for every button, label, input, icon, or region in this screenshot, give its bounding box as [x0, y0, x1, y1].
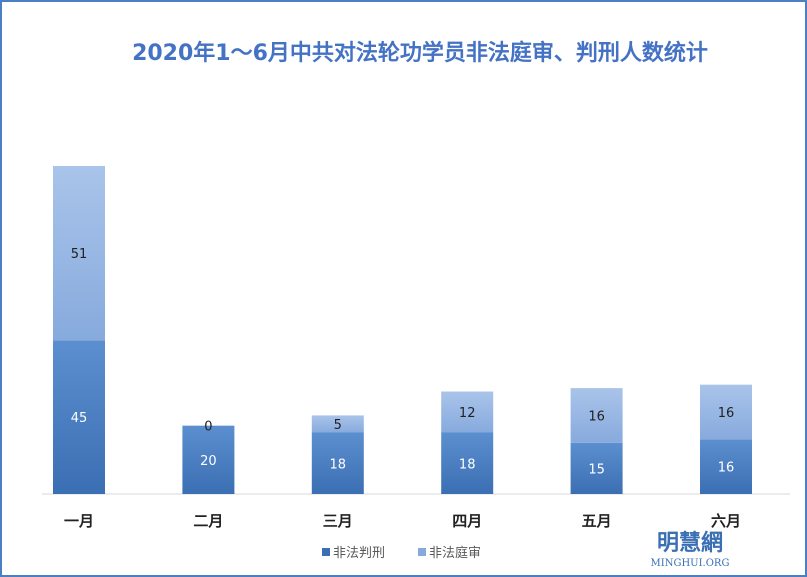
category-label-5: 五月: [582, 512, 612, 530]
bar-tried-6: [700, 384, 752, 440]
chart-title: 2020年1～6月中共对法轮功学员非法庭审、判刑人数统计: [132, 40, 708, 66]
bar-group: [53, 166, 752, 494]
bar-sentenced-2: [182, 425, 235, 494]
value-label-sentenced-6: 16: [718, 461, 735, 476]
value-label-sentenced-1: 45: [71, 411, 88, 426]
value-label-sentenced-5: 15: [588, 462, 605, 477]
category-label-4: 四月: [452, 512, 482, 530]
legend-label-tried: 非法庭审: [429, 545, 481, 561]
bar-sentenced-6: [700, 439, 752, 494]
bar-sentenced-5: [570, 442, 623, 494]
minghui-watermark: 明慧網 MINGHUI.ORG: [651, 530, 730, 569]
bar-tried-4: [441, 391, 494, 433]
legend: 非法判刑 非法庭审: [322, 545, 481, 561]
watermark-en: MINGHUI.ORG: [651, 558, 730, 569]
value-label-tried-2: 0: [204, 420, 212, 435]
value-label-sentenced-3: 18: [330, 457, 347, 472]
value-label-tried-3: 5: [334, 418, 342, 433]
category-label-group: 一月 二月 三月 四月 五月 六月: [64, 512, 741, 530]
value-label-sentenced-4: 18: [459, 457, 476, 472]
legend-swatch-sentenced: [322, 548, 330, 556]
value-label-tried-5: 16: [588, 409, 605, 424]
category-label-1: 一月: [64, 512, 94, 530]
legend-label-sentenced: 非法判刑: [333, 546, 385, 561]
value-label-tried-6: 16: [718, 406, 735, 421]
bar-sentenced-4: [441, 432, 494, 494]
value-label-tried-1: 51: [71, 247, 88, 262]
bar-sentenced-1: [53, 340, 105, 494]
bar-tried-5: [570, 388, 623, 443]
category-label-6: 六月: [711, 512, 741, 530]
data-label-group: 45 51 20 0 18 5 18 12 15 16 16 16: [71, 247, 735, 477]
value-label-tried-4: 12: [459, 406, 476, 421]
category-label-3: 三月: [323, 512, 353, 530]
bar-tried-3: [311, 415, 364, 433]
watermark-cn: 明慧網: [657, 530, 723, 556]
category-label-2: 二月: [193, 512, 223, 530]
bar-sentenced-3: [311, 432, 364, 494]
bar-tried-1: [53, 166, 105, 341]
legend-swatch-tried: [418, 548, 426, 556]
value-label-sentenced-2: 20: [200, 454, 217, 469]
